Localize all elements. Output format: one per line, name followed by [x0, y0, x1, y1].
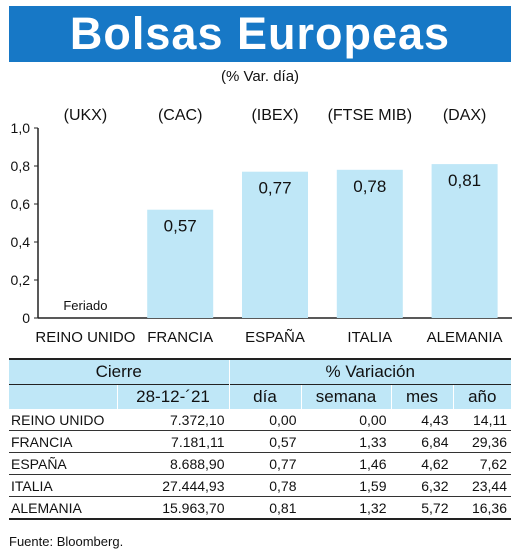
row-semana: 1,59	[300, 474, 391, 497]
row-mes: 6,32	[390, 474, 453, 497]
row-cierre: 7.181,11	[116, 430, 229, 453]
row-name: FRANCIA	[9, 430, 117, 453]
row-ano: 7,62	[452, 452, 511, 475]
row-semana: 1,33	[300, 430, 391, 453]
source-note: Fuente: Bloomberg.	[9, 534, 124, 549]
row-mes: 4,62	[390, 452, 453, 475]
x-tick-label: REINO UNIDO	[35, 329, 135, 346]
index-label: (DAX)	[443, 107, 487, 124]
data-table-container: Cierre % Variación 28-12-´21 día semana …	[9, 358, 511, 520]
y-tick-label: 0,2	[11, 272, 31, 288]
bar-value-label: 0,57	[164, 217, 197, 236]
index-label: (UKX)	[64, 107, 108, 124]
chart-title: Bolsas Europeas	[69, 8, 451, 59]
y-tick-label: 1,0	[11, 120, 31, 136]
x-tick-label: FRANCIA	[147, 329, 213, 346]
index-label: (IBEX)	[251, 107, 298, 124]
bar	[431, 164, 498, 318]
row-name: REINO UNIDO	[9, 409, 117, 431]
header-cierre: Cierre	[9, 358, 229, 385]
row-semana: 1,46	[300, 452, 391, 475]
table-row: REINO UNIDO 7.372,10 0,00 0,00 4,43 14,1…	[9, 409, 511, 431]
y-tick-label: 0	[22, 310, 30, 326]
bar	[242, 171, 308, 318]
x-tick-label: ALEMANIA	[427, 329, 503, 346]
header-dia: día	[228, 384, 301, 409]
x-tick-label: ITALIA	[347, 329, 392, 346]
row-name: ALEMANIA	[9, 496, 117, 520]
table-row: ALEMANIA 15.963,70 0,81 1,32 5,72 16,36	[9, 496, 511, 520]
header-date: 28-12-´21	[116, 384, 229, 409]
row-ano: 29,36	[452, 430, 511, 453]
bar-value-label: 0,78	[353, 177, 386, 196]
table-row: ITALIA 27.444,93 0,78 1,59 6,32 23,44	[9, 474, 511, 497]
header-mes: mes	[390, 384, 453, 409]
bar-value-label: 0,77	[258, 179, 291, 198]
header-empty	[9, 384, 117, 409]
row-mes: 5,72	[390, 496, 453, 520]
table-header-row-2: 28-12-´21 día semana mes año	[9, 384, 511, 409]
title-banner: Bolsas Europeas	[9, 6, 511, 62]
bar-value-label: 0,81	[448, 171, 481, 190]
header-ano: año	[452, 384, 511, 409]
bar	[147, 209, 214, 318]
row-dia: 0,00	[228, 409, 301, 431]
bar-value-label: Feriado	[63, 298, 107, 313]
index-label: (CAC)	[158, 107, 202, 124]
y-tick-label: 0,4	[11, 234, 31, 250]
table-row: FRANCIA 7.181,11 0,57 1,33 6,84 29,36	[9, 430, 511, 453]
row-semana: 1,32	[300, 496, 391, 520]
data-table: Cierre % Variación 28-12-´21 día semana …	[9, 358, 511, 520]
y-tick-label: 0,8	[11, 158, 31, 174]
y-tick-label: 0,6	[11, 196, 31, 212]
bar	[336, 169, 403, 318]
row-ano: 14,11	[452, 409, 511, 431]
row-cierre: 8.688,90	[116, 452, 229, 475]
header-semana: semana	[300, 384, 391, 409]
table-header-row-1: Cierre % Variación	[9, 358, 511, 385]
row-mes: 4,43	[390, 409, 453, 431]
row-dia: 0,57	[228, 430, 301, 453]
bar-chart: 0 0,2 0,4 0,6 0,8 1,0 Feriado (UKX) REINO UNIDO 0…	[11, 107, 512, 346]
row-ano: 16,36	[452, 496, 511, 520]
chart-subtitle: (% Var. día)	[220, 68, 300, 85]
table-row: ESPAÑA 8.688,90 0,77 1,46 4,62 7,62	[9, 452, 511, 475]
row-dia: 0,77	[228, 452, 301, 475]
row-name: ESPAÑA	[9, 452, 117, 475]
row-semana: 0,00	[300, 409, 391, 431]
row-mes: 6,84	[390, 430, 453, 453]
row-dia: 0,78	[228, 474, 301, 497]
row-name: ITALIA	[9, 474, 117, 497]
row-cierre: 7.372,10	[116, 409, 229, 431]
row-ano: 23,44	[452, 474, 511, 497]
row-cierre: 15.963,70	[116, 496, 229, 520]
row-cierre: 27.444,93	[116, 474, 229, 497]
x-tick-label: ESPAÑA	[245, 329, 305, 346]
header-variacion: % Variación	[228, 358, 511, 385]
index-label: (FTSE MIB)	[328, 107, 412, 124]
row-dia: 0,81	[228, 496, 301, 520]
